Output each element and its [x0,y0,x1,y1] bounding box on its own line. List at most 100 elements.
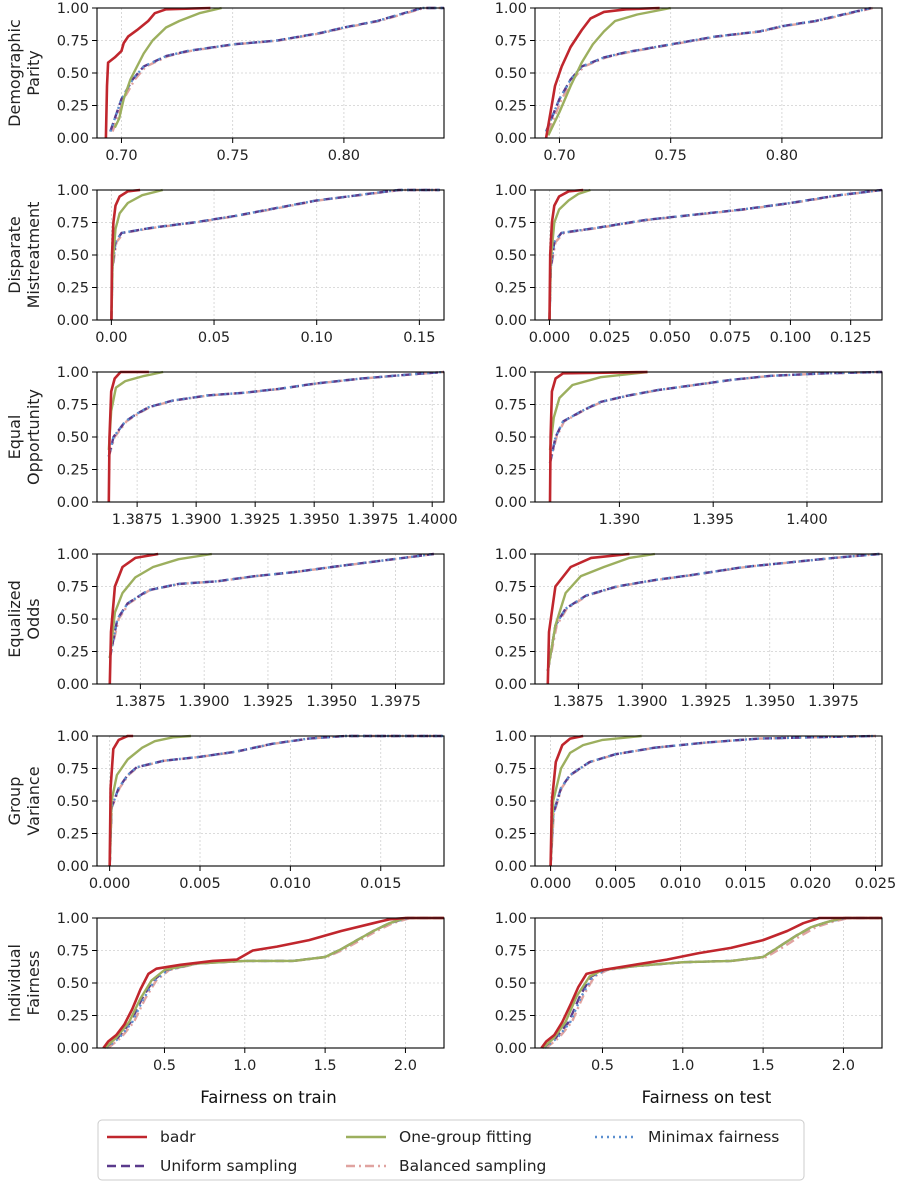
y-tick-label: 0.75 [57,34,89,50]
series-line-uniform [109,6,444,132]
y-tick-label: 0.75 [57,762,89,778]
x-tick-label: 0.000 [530,876,572,892]
legend-label-balanced: Balanced sampling [399,1157,546,1175]
x-tick-label: 0.015 [725,876,767,892]
y-tick-label: 1.00 [57,183,89,199]
x-tick-label: 1.3975 [348,512,399,528]
x-tick-label: 1.5 [314,1058,337,1074]
series-line-uniform [546,552,880,672]
x-tick-label: 0.80 [328,148,360,164]
y-tick-label: 0.75 [495,580,527,596]
y-tick-label: 0.25 [57,463,89,479]
y-tick-label: 0.50 [495,248,527,264]
y-tick-label: 0.25 [495,645,527,661]
x-tick-label: 1.3950 [289,512,340,528]
panel-r5-c0: 0.00 0.25 0.50 0.75 1.00 0.5 1.0 1.5 2.0 [57,911,445,1074]
y-tick-label: 1.00 [495,365,527,381]
panel-r0-c0: 0.00 0.25 0.50 0.75 1.00 0.70 0.75 0.80 [57,1,445,164]
y-tick-label: 0.75 [57,216,89,232]
y-tick-label: 1.00 [495,547,527,563]
series-line-onegroup [108,734,192,867]
series-line-uniform [108,552,434,659]
x-axis-title-0: Fairness on train [200,1088,336,1107]
x-tick-label: 0.75 [217,148,249,164]
y-tick-label: 0.25 [495,99,527,115]
row-label: IndividualFairness [5,944,43,1022]
x-tick-label: 2.0 [394,1058,417,1074]
y-tick-label: 0.50 [57,612,89,628]
series-line-badr [544,6,660,139]
series-line-badr [108,552,159,685]
series-line-badr [548,370,648,503]
y-tick-label: 0.25 [57,281,89,297]
y-tick-label: 0.75 [495,216,527,232]
panel-r5-c1: 0.00 0.25 0.50 0.75 1.00 0.5 1.0 1.5 2.0 [495,911,883,1074]
plot-frame [96,735,445,867]
y-tick-label: 0.75 [57,580,89,596]
x-tick-label: 1.3975 [370,694,421,710]
series-line-uniform [548,370,882,464]
x-tick-label: 1.3975 [808,694,859,710]
series-line-minimax [107,370,444,457]
row-label-line: Group [5,777,24,826]
y-tick-label: 1.00 [495,911,527,927]
plot-frame [534,189,883,321]
plot-frame [534,7,883,139]
y-tick-label: 0.50 [495,430,527,446]
series-line-minimax [548,370,882,464]
y-tick-label: 1.00 [57,729,89,745]
row-label: EqualOpportunity [5,389,43,485]
series-line-uniform [544,6,872,132]
series-line-balanced [111,6,444,132]
x-tick-label: 1.0 [671,1058,694,1074]
y-tick-label: 0.50 [495,66,527,82]
row-label-line: Variance [24,766,43,835]
row-label: EqualizedOdds [5,580,43,658]
panel-r2-c1: 0.00 0.25 0.50 0.75 1.00 1.390 1.395 1.400 [495,365,883,528]
x-tick-label: 1.0 [233,1058,256,1074]
series-line-onegroup [113,6,222,129]
x-tick-label: 1.400 [786,512,828,528]
x-tick-label: 0.125 [830,330,872,346]
x-tick-label: 0.000 [89,876,131,892]
x-tick-label: 0.5 [153,1058,176,1074]
series-line-balanced [108,552,434,659]
y-tick-label: 0.50 [57,794,89,810]
x-tick-label: 0.005 [595,876,637,892]
y-tick-label: 0.25 [57,645,89,661]
x-tick-label: 1.3950 [744,694,795,710]
x-tick-label: 0.010 [660,876,702,892]
x-tick-label: 0.025 [589,330,631,346]
row-label-line: Parity [24,50,43,96]
row-label-line: Opportunity [24,389,43,485]
x-tick-label: 1.3900 [179,694,230,710]
plot-frame [534,735,883,867]
x-tick-label: 1.3925 [243,694,294,710]
legend-label-uniform: Uniform sampling [160,1157,297,1175]
x-tick-label: 0.100 [770,330,812,346]
series-line-minimax [544,6,872,132]
row-label-line: Equalized [5,580,24,658]
row-label-line: Mistreatment [24,202,43,309]
plot-frame [534,553,883,685]
x-tick-label: 0.000 [529,330,571,346]
series-line-minimax [548,188,882,321]
panel-r2-c0: 0.00 0.25 0.50 0.75 1.00 1.3875 1.3900 1.3925 1.… [57,365,458,528]
x-tick-label: 0.05 [198,330,230,346]
series-line-uniform [108,734,444,867]
y-tick-label: 0.00 [495,859,527,875]
y-tick-label: 0.25 [495,281,527,297]
series-line-balanced [548,370,882,464]
panel-r0-c1: 0.00 0.25 0.50 0.75 1.00 0.70 0.75 0.80 [495,1,883,164]
x-tick-label: 1.3950 [306,694,357,710]
legend-label-onegroup: One-group fitting [399,1128,532,1146]
y-tick-label: 1.00 [57,1,89,17]
y-tick-label: 0.00 [57,677,89,693]
x-tick-label: 0.70 [543,148,575,164]
series-line-onegroup [547,6,671,136]
x-tick-label: 1.3925 [230,512,281,528]
x-tick-label: 1.390 [599,512,641,528]
x-axis-title-1: Fairness on test [642,1088,772,1107]
y-tick-label: 0.50 [57,976,89,992]
series-line-badr [102,916,444,1049]
